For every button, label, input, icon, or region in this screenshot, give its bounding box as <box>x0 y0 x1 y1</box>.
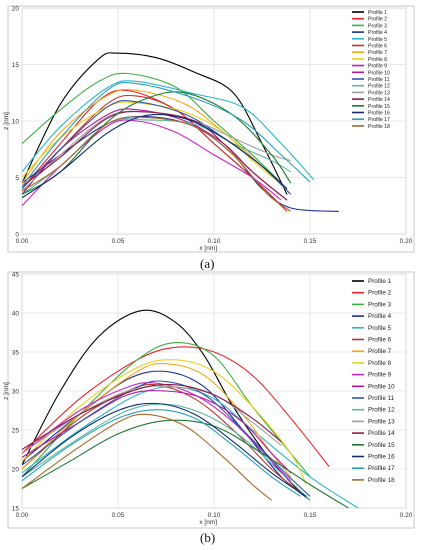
chart-panel-a: 0 5 10 15 20 0.00 0.05 0.10 0.15 0.20 x [nm] z [nm]… <box>3 5 415 253</box>
legend-label: Profile 9 <box>368 372 392 379</box>
x-tick-label: 0.15 <box>304 512 317 519</box>
legend-label: Profile 12 <box>368 407 395 414</box>
series-line-profile-14 <box>22 383 282 450</box>
legend-label: Profile 15 <box>368 442 395 449</box>
x-tick-label: 0.20 <box>400 512 413 519</box>
series-line-profile-16 <box>22 402 307 497</box>
panel-label-b: (b) <box>200 530 216 545</box>
series-line-profile-11 <box>22 380 311 497</box>
legend-label: Profile 4 <box>368 30 387 36</box>
panel-label-a: (a) <box>200 256 215 271</box>
legend-label: Profile 14 <box>368 430 395 437</box>
legend-label: Profile 2 <box>368 290 392 297</box>
series-line-profile-5 <box>22 80 315 181</box>
legend-label: Profile 18 <box>368 124 390 130</box>
legend-label: Profile 2 <box>368 17 387 23</box>
series-line-profile-18 <box>22 413 272 501</box>
legend-label: Profile 10 <box>368 70 390 76</box>
y-axis-label: z [nm] <box>3 112 10 130</box>
legend: Profile 1 Profile 2 Profile 3 Profile 4 Prof… <box>352 278 395 484</box>
legend-label: Profile 14 <box>368 97 390 103</box>
legend-label: Profile 9 <box>368 64 387 70</box>
x-axis-label: x [nm] <box>199 519 217 526</box>
legend-label: Profile 3 <box>368 301 392 308</box>
legend-label: Profile 5 <box>368 325 392 332</box>
legend-label: Profile 15 <box>368 104 390 110</box>
y-tick-label: 30 <box>12 389 20 396</box>
x-tick-label: 0.05 <box>112 238 125 245</box>
y-tick-label: 10 <box>12 119 20 126</box>
series-line-profile-18 <box>22 116 292 212</box>
series-line-profile-15 <box>22 419 349 508</box>
chart-panel-b: 15 20 25 30 35 40 45 0.00 0.05 0.10 0.15 0.20 x [nm]… <box>3 271 415 529</box>
series-group <box>22 52 339 212</box>
series-line-profile-1 <box>22 52 288 195</box>
y-tick-label: 15 <box>12 62 20 69</box>
y-tick-label: 0 <box>15 232 19 239</box>
series-line-profile-17 <box>22 409 301 497</box>
series-group <box>22 309 359 508</box>
y-tick-label: 45 <box>12 272 20 279</box>
legend-label: Profile 17 <box>368 117 390 123</box>
x-tick-label: 0.20 <box>400 238 413 245</box>
legend-label: Profile 4 <box>368 313 392 320</box>
y-tick-label: 5 <box>15 175 19 182</box>
legend-label: Profile 12 <box>368 84 390 90</box>
legend-label: Profile 7 <box>368 348 392 355</box>
x-tick-label: 0.10 <box>208 238 221 245</box>
x-tick-label: 0.10 <box>208 512 221 519</box>
legend-label: Profile 18 <box>368 477 395 484</box>
y-axis-label: z [nm] <box>3 382 10 400</box>
x-tick-label: 0.00 <box>16 238 29 245</box>
legend-label: Profile 10 <box>368 383 395 390</box>
x-tick-label: 0.05 <box>112 512 125 519</box>
series-line-profile-2 <box>22 346 330 468</box>
x-tick-label: 0.00 <box>16 512 29 519</box>
legend-label: Profile 11 <box>368 395 395 402</box>
series-line-profile-6 <box>22 383 301 493</box>
series-line-profile-3 <box>22 72 288 190</box>
legend-label: Profile 3 <box>368 23 387 29</box>
legend-label: Profile 1 <box>368 10 387 16</box>
series-line-profile-5 <box>22 386 359 508</box>
y-tick-label: 20 <box>12 467 20 474</box>
legend-label: Profile 17 <box>368 465 395 472</box>
series-line-profile-14 <box>22 110 288 201</box>
legend-label: Profile 8 <box>368 360 392 367</box>
series-line-profile-1 <box>22 309 301 493</box>
legend-label: Profile 5 <box>368 37 387 43</box>
y-tick-label: 15 <box>12 506 20 513</box>
legend-label: Profile 13 <box>368 418 395 425</box>
y-tick-label: 20 <box>12 6 20 13</box>
series-line-profile-17 <box>22 81 311 187</box>
legend-label: Profile 6 <box>368 337 392 344</box>
legend-label: Profile 13 <box>368 90 390 96</box>
series-line-profile-16 <box>22 113 288 199</box>
legend-label: Profile 11 <box>368 77 390 83</box>
legend-label: Profile 16 <box>368 454 395 461</box>
legend-label: Profile 16 <box>368 111 390 117</box>
legend-label: Profile 6 <box>368 44 387 50</box>
y-tick-label: 25 <box>12 428 20 435</box>
legend-label: Profile 1 <box>368 278 392 285</box>
legend-label: Profile 8 <box>368 57 387 63</box>
x-axis-label: x [nm] <box>199 245 217 252</box>
series-line-profile-12 <box>22 403 311 501</box>
series-line-profile-8 <box>22 359 307 485</box>
legend-label: Profile 7 <box>368 50 387 56</box>
x-tick-label: 0.15 <box>304 238 317 245</box>
y-tick-label: 40 <box>12 311 20 318</box>
y-tick-label: 35 <box>12 350 20 357</box>
